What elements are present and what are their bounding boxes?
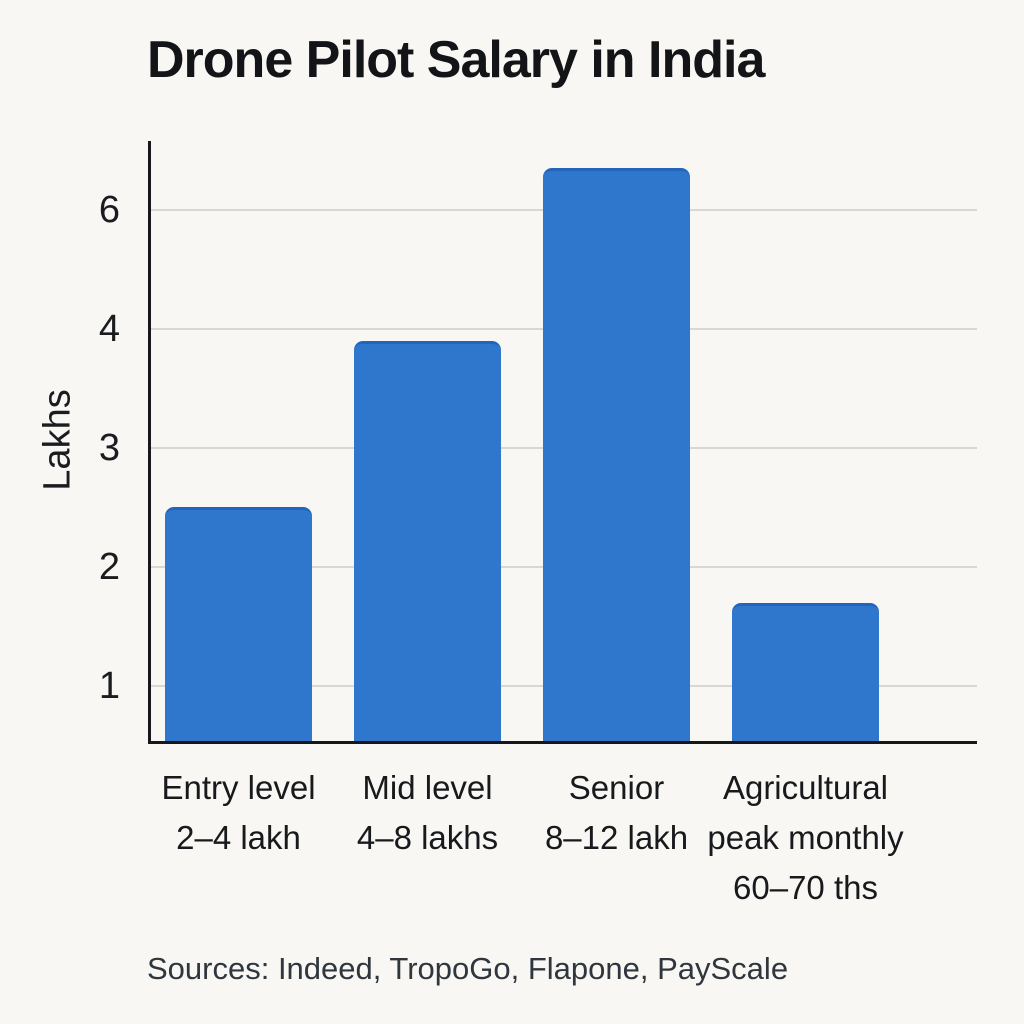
y-axis-line [148, 141, 151, 744]
category-label-line: 60–70 ths [733, 869, 878, 906]
y-tick-label-1: 1 [98, 665, 120, 707]
category-label-line: Agricultural [722, 769, 889, 806]
category-label-entry-level: Entry level 2–4 lakh [99, 763, 379, 863]
y-tick-label-2: 2 [98, 546, 120, 588]
y-tick-label-6: 6 [98, 189, 120, 231]
bar-entry-level [165, 507, 312, 741]
category-label-agricultural: Agricultural peak monthly 60–70 ths [666, 763, 946, 913]
category-label-line: 4–8 lakhs [356, 819, 499, 856]
chart-title: Drone Pilot Salary in India [147, 31, 765, 89]
category-label-line: Mid level [362, 769, 493, 806]
category-label-senior: Senior 8–12 lakh [477, 763, 757, 863]
category-label-line: 8–12 lakh [544, 819, 689, 856]
plot-area [151, 142, 977, 741]
bar-mid-level [354, 341, 501, 741]
y-tick-label-4: 4 [98, 308, 120, 350]
source-note: Sources: Indeed, TropoGo, Flapone, PaySc… [147, 951, 789, 986]
category-label-line: Entry level [161, 769, 316, 806]
category-label-mid-level: Mid level 4–8 lakhs [288, 763, 568, 863]
y-tick-label-3: 3 [98, 427, 120, 469]
category-label-line: Senior [568, 769, 665, 806]
category-label-line: peak monthly [707, 819, 904, 856]
x-axis-line [148, 741, 977, 744]
bar-agricultural [732, 603, 879, 741]
bar-senior [543, 168, 690, 741]
category-label-line: 2–4 lakh [176, 819, 301, 856]
